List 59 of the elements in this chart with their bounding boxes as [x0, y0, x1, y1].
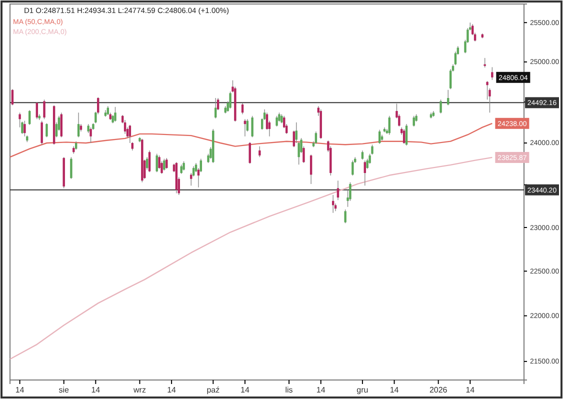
candlestick	[486, 80, 488, 100]
candlestick	[251, 116, 254, 138]
candlestick	[11, 88, 14, 106]
candlestick	[449, 68, 452, 90]
candlestick	[447, 90, 450, 106]
candlestick	[90, 126, 92, 144]
candlestick	[361, 150, 364, 160]
candlestick	[77, 112, 80, 138]
candlestick	[344, 209, 346, 224]
candlestick	[378, 129, 381, 144]
candlestick	[24, 120, 26, 137]
x-tick-label: wrz	[132, 386, 146, 395]
line-series	[9, 156, 493, 360]
candlestick	[276, 116, 278, 127]
candlestick	[43, 99, 46, 120]
x-tick-label: 14	[15, 386, 25, 395]
candlestick	[336, 180, 340, 200]
candlestick	[352, 160, 354, 176]
candlestick	[229, 91, 232, 109]
x-tick-label: paź	[206, 386, 220, 395]
candlestick	[60, 112, 62, 138]
x-tick-label: 14	[316, 386, 326, 395]
x-tick-label: 14	[466, 386, 476, 395]
x-tick-label: lis	[285, 386, 293, 395]
candlestick	[248, 142, 251, 164]
x-tick-label: 14	[167, 386, 177, 395]
x-tick-label: 14	[390, 386, 400, 395]
x-tick-label: gru	[356, 386, 368, 395]
candlestick	[182, 160, 185, 171]
candlestick	[364, 160, 366, 186]
candlestick	[371, 144, 374, 155]
candlestick	[156, 153, 158, 173]
candlestick	[258, 146, 261, 158]
candlestick	[405, 124, 408, 146]
candlestick	[440, 99, 442, 114]
candlestick	[46, 122, 48, 138]
candlestick	[388, 116, 390, 136]
x-tick-label: sie	[58, 386, 70, 395]
candlestick	[148, 150, 151, 173]
line-series	[9, 122, 493, 158]
candlestick	[163, 158, 166, 171]
candlestick	[28, 110, 31, 126]
candlestick	[298, 142, 300, 165]
candlestick	[114, 106, 116, 122]
candlestick	[484, 58, 486, 68]
candlestick	[491, 66, 494, 80]
candlestick	[166, 158, 168, 170]
candlestick	[36, 102, 38, 120]
candlestick	[70, 156, 72, 180]
candlestick	[180, 164, 182, 174]
candlestick	[314, 131, 318, 144]
x-tick-label: 14	[91, 386, 101, 395]
x-tick-label: 14	[240, 386, 250, 395]
candlestick	[295, 122, 298, 144]
candlestick	[402, 128, 406, 144]
candlestick	[40, 120, 43, 145]
candlestick	[214, 98, 217, 119]
candlestick	[18, 112, 21, 128]
x-tick-label: 2026	[429, 386, 448, 395]
